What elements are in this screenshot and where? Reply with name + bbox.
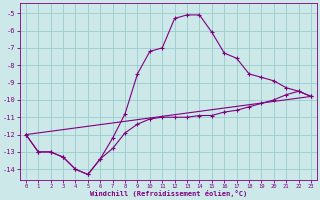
- X-axis label: Windchill (Refroidissement éolien,°C): Windchill (Refroidissement éolien,°C): [90, 190, 247, 197]
